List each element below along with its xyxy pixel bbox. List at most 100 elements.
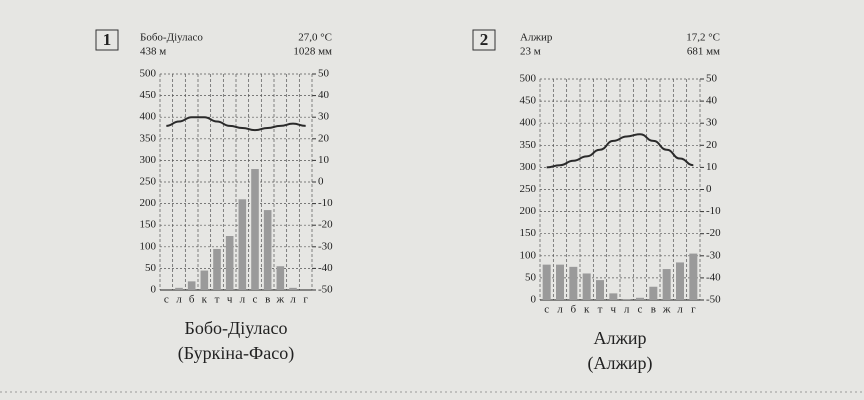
y2-tick-label: -50 [318, 284, 333, 296]
x-tick-label: к [584, 304, 590, 316]
precipitation-bar [251, 169, 259, 290]
caption: (Буркіна-Фасо) [178, 343, 294, 364]
annual-precipitation: 1028 мм [293, 46, 332, 58]
chart-number: 1 [103, 30, 112, 49]
precipitation-bar [289, 287, 297, 290]
y-tick-label: 450 [520, 95, 537, 107]
elevation: 438 м [140, 46, 166, 58]
annual-temperature: 27,0 °C [298, 32, 332, 44]
y-tick-label: 150 [140, 219, 157, 231]
y-tick-label: 400 [140, 111, 157, 123]
y2-tick-label: 40 [706, 95, 718, 107]
precipitation-bar [622, 299, 631, 300]
x-tick-label: л [557, 304, 563, 316]
x-tick-label: л [176, 294, 182, 306]
precipitation-bar [238, 199, 247, 290]
number-box [472, 29, 496, 51]
y-tick-label: 250 [520, 183, 537, 195]
precipitation-bar [676, 262, 684, 300]
x-tick-label: с [544, 304, 549, 316]
precipitation-bar [225, 236, 234, 290]
precipitation-bar [609, 293, 618, 300]
x-tick-label: г [691, 304, 696, 316]
y2-tick-label: 40 [318, 89, 330, 101]
caption: Алжир [593, 328, 646, 348]
y-tick-label: 250 [140, 176, 157, 188]
y2-tick-label: 0 [318, 176, 324, 188]
x-tick-label: л [624, 304, 630, 316]
y2-tick-label: 10 [318, 154, 330, 166]
x-tick-label: ч [611, 304, 617, 316]
y-tick-label: 100 [520, 249, 537, 261]
precipitation-bar [263, 210, 272, 290]
station-name: Алжир [520, 32, 553, 44]
y-tick-label: 400 [520, 117, 537, 129]
x-tick-label: с [164, 294, 169, 306]
y2-tick-label: 30 [706, 117, 718, 129]
y2-tick-label: 20 [318, 132, 330, 144]
x-tick-label: б [189, 294, 195, 306]
y-tick-label: 300 [140, 154, 157, 166]
x-tick-label: в [265, 294, 270, 306]
annual-temperature: 17,2 °C [686, 32, 720, 44]
chart-number: 2 [480, 30, 489, 49]
elevation: 23 м [520, 46, 541, 58]
y-tick-label: 350 [140, 132, 157, 144]
x-tick-label: т [598, 304, 603, 316]
y-tick-label: 150 [520, 227, 537, 239]
y2-tick-label: -20 [706, 227, 721, 239]
precipitation-bar [276, 266, 285, 290]
x-tick-label: с [253, 294, 258, 306]
precipitation-bar [689, 253, 698, 300]
y-tick-label: 0 [151, 284, 157, 296]
precipitation-bar [542, 264, 551, 300]
y-tick-label: 100 [140, 240, 157, 252]
x-tick-label: к [202, 294, 208, 306]
x-tick-label: л [677, 304, 683, 316]
x-tick-label: л [240, 294, 246, 306]
x-tick-label: ж [662, 304, 671, 316]
y2-tick-label: -10 [706, 205, 721, 217]
y2-tick-label: 50 [706, 73, 718, 85]
precipitation-bar [649, 286, 658, 300]
y2-tick-label: -50 [706, 294, 721, 306]
y2-tick-label: -10 [318, 197, 333, 209]
x-tick-label: ч [227, 294, 233, 306]
y-tick-label: 300 [520, 161, 537, 173]
y-tick-label: 450 [140, 89, 157, 101]
precipitation-bar [582, 273, 591, 300]
number-box [95, 29, 119, 51]
y-tick-label: 350 [520, 139, 537, 151]
y2-tick-label: 30 [318, 111, 330, 123]
precipitation-bar [213, 248, 221, 290]
annual-precipitation: 681 мм [687, 46, 720, 58]
x-tick-label: т [215, 294, 220, 306]
precipitation-bar [175, 287, 183, 290]
y2-tick-label: -30 [318, 240, 333, 252]
precipitation-bar [200, 270, 209, 290]
precipitation-bar [187, 281, 196, 290]
y2-tick-label: 0 [706, 183, 712, 195]
precipitation-bar [662, 269, 671, 300]
x-tick-label: г [303, 294, 308, 306]
y-tick-label: 50 [525, 271, 537, 283]
precipitation-bar [596, 280, 604, 300]
temperature-line [166, 116, 306, 132]
x-tick-label: с [638, 304, 643, 316]
y2-tick-label: -40 [706, 271, 721, 283]
y2-tick-label: -40 [318, 262, 333, 274]
y-tick-label: 200 [140, 197, 157, 209]
y2-tick-label: 20 [706, 139, 718, 151]
y-tick-label: 0 [531, 294, 537, 306]
precipitation-bar [569, 266, 578, 300]
station-name: Бобо-Діуласо [140, 32, 203, 44]
y2-tick-label: 50 [318, 68, 330, 80]
y-tick-label: 500 [140, 68, 157, 80]
x-tick-label: б [571, 304, 577, 316]
y-tick-label: 500 [520, 73, 537, 85]
temperature-line [546, 133, 694, 169]
y2-tick-label: -20 [318, 219, 333, 231]
precipitation-bar [636, 297, 644, 300]
